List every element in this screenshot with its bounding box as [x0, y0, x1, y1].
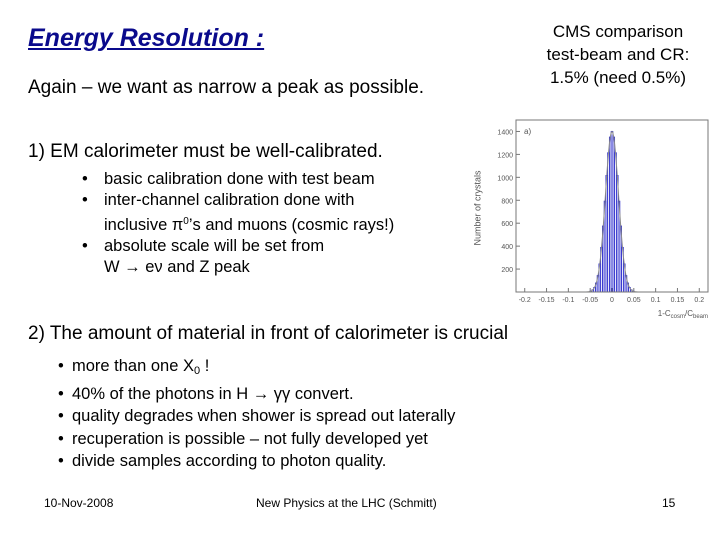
xlabel-prefix: 1-C [658, 309, 671, 318]
bullet-text: absolute scale will be set from [104, 237, 325, 255]
x-tick-label: 0 [610, 297, 614, 304]
page-number: 15 [662, 496, 676, 510]
y-tick-label: 600 [501, 221, 513, 228]
y-tick-label: 1200 [497, 152, 513, 159]
histogram-x-ticks: -0.2 -0.15 -0.1 -0.05 0 0.05 0.1 0.15 0.2 [519, 288, 704, 304]
bullet-text: divide samples according to photon quali… [72, 452, 387, 470]
section1-bullet-list: basic calibration done with test beam in… [82, 169, 394, 278]
bullet-text-continued: W → eν and Z peak [104, 258, 250, 276]
x-tick-label: 0.15 [671, 297, 685, 304]
x-tick-label: 0.2 [694, 297, 704, 304]
bullet-text-suffix: ! [200, 357, 210, 375]
xlabel-sub-beam: beam [693, 314, 708, 320]
y-tick-label: 800 [501, 198, 513, 205]
list-item: more than one X0 ! [58, 355, 455, 383]
slide-title: Energy Resolution : [28, 24, 265, 52]
section2-heading: 2) The amount of material in front of ca… [28, 323, 509, 344]
bullet-text: quality degrades when shower is spread o… [72, 407, 456, 425]
histogram-background [470, 112, 718, 322]
y-tick-label: 400 [501, 244, 513, 251]
histogram-xlabel: 1-Ccosm/Cbeam [658, 309, 708, 320]
histogram-y-ticks: 1400 1200 1000 800 600 400 200 [497, 129, 520, 274]
xlabel-sub-cosm: cosm [671, 314, 685, 320]
y-tick-label: 200 [501, 267, 513, 274]
cms-note-line2: test-beam and CR: [546, 45, 690, 64]
section2-bullet-list: more than one X0 ! 40% of the photons in… [58, 355, 455, 473]
bullet-text: basic calibration done with test beam [104, 170, 375, 188]
slide-subtitle: Again – we want as narrow a peak as poss… [28, 77, 425, 98]
cms-note-line1: CMS comparison [552, 22, 684, 41]
list-item: 40% of the photons in H → γγ convert. [58, 383, 455, 406]
list-item: inter-channel calibration done with incl… [82, 190, 394, 236]
pi-zero-superscript: 0 [183, 216, 189, 227]
x-tick-label: -0.15 [539, 297, 555, 304]
list-item: divide samples according to photon quali… [58, 450, 455, 473]
footer-title: New Physics at the LHC (Schmitt) [256, 496, 437, 510]
x-tick-label: 0.05 [627, 297, 641, 304]
x0-subscript: 0 [194, 365, 201, 377]
calibration-histogram: Number of crystals a) 1400 1200 1000 800 600… [470, 112, 718, 322]
footer-date: 10-Nov-2008 [44, 496, 114, 510]
list-item: quality degrades when shower is spread o… [58, 405, 455, 428]
x-tick-label: 0.1 [651, 297, 661, 304]
bullet-text: inter-channel calibration done with [104, 191, 355, 209]
y-tick-label: 1400 [497, 129, 513, 136]
list-item: recuperation is possible – not fully dev… [58, 428, 455, 451]
bullet-text: recuperation is possible – not fully dev… [72, 429, 428, 448]
bullet-text-continued: inclusive π0’s and muons (cosmic rays!) [104, 211, 394, 236]
x-tick-label: -0.1 [562, 297, 574, 304]
cms-note-line3: 1.5% (need 0.5%) [549, 68, 687, 87]
bullet-text-pi-prefix: inclusive π [104, 216, 184, 234]
bullet-text: 40% of the photons in H → γγ convert. [72, 384, 354, 403]
histogram-panel-label: a) [524, 127, 531, 136]
cms-comparison-note: CMS comparison test-beam and CR: 1.5% (n… [520, 20, 716, 89]
xlabel-mid: /C [685, 309, 693, 318]
list-item: basic calibration done with test beam [82, 169, 394, 190]
x-tick-label: -0.05 [582, 297, 598, 304]
histogram-frame [515, 119, 709, 293]
section1-heading: 1) EM calorimeter must be well-calibrate… [28, 141, 383, 162]
bullet-text: more than one X [72, 357, 194, 375]
bullet-text-suffix: ’s and muons (cosmic rays!) [188, 216, 395, 234]
x-tick-label: -0.2 [519, 297, 531, 304]
list-item: absolute scale will be set from W → eν a… [82, 236, 394, 278]
y-tick-label: 1000 [497, 175, 513, 182]
histogram-ylabel: Number of crystals [472, 170, 482, 246]
